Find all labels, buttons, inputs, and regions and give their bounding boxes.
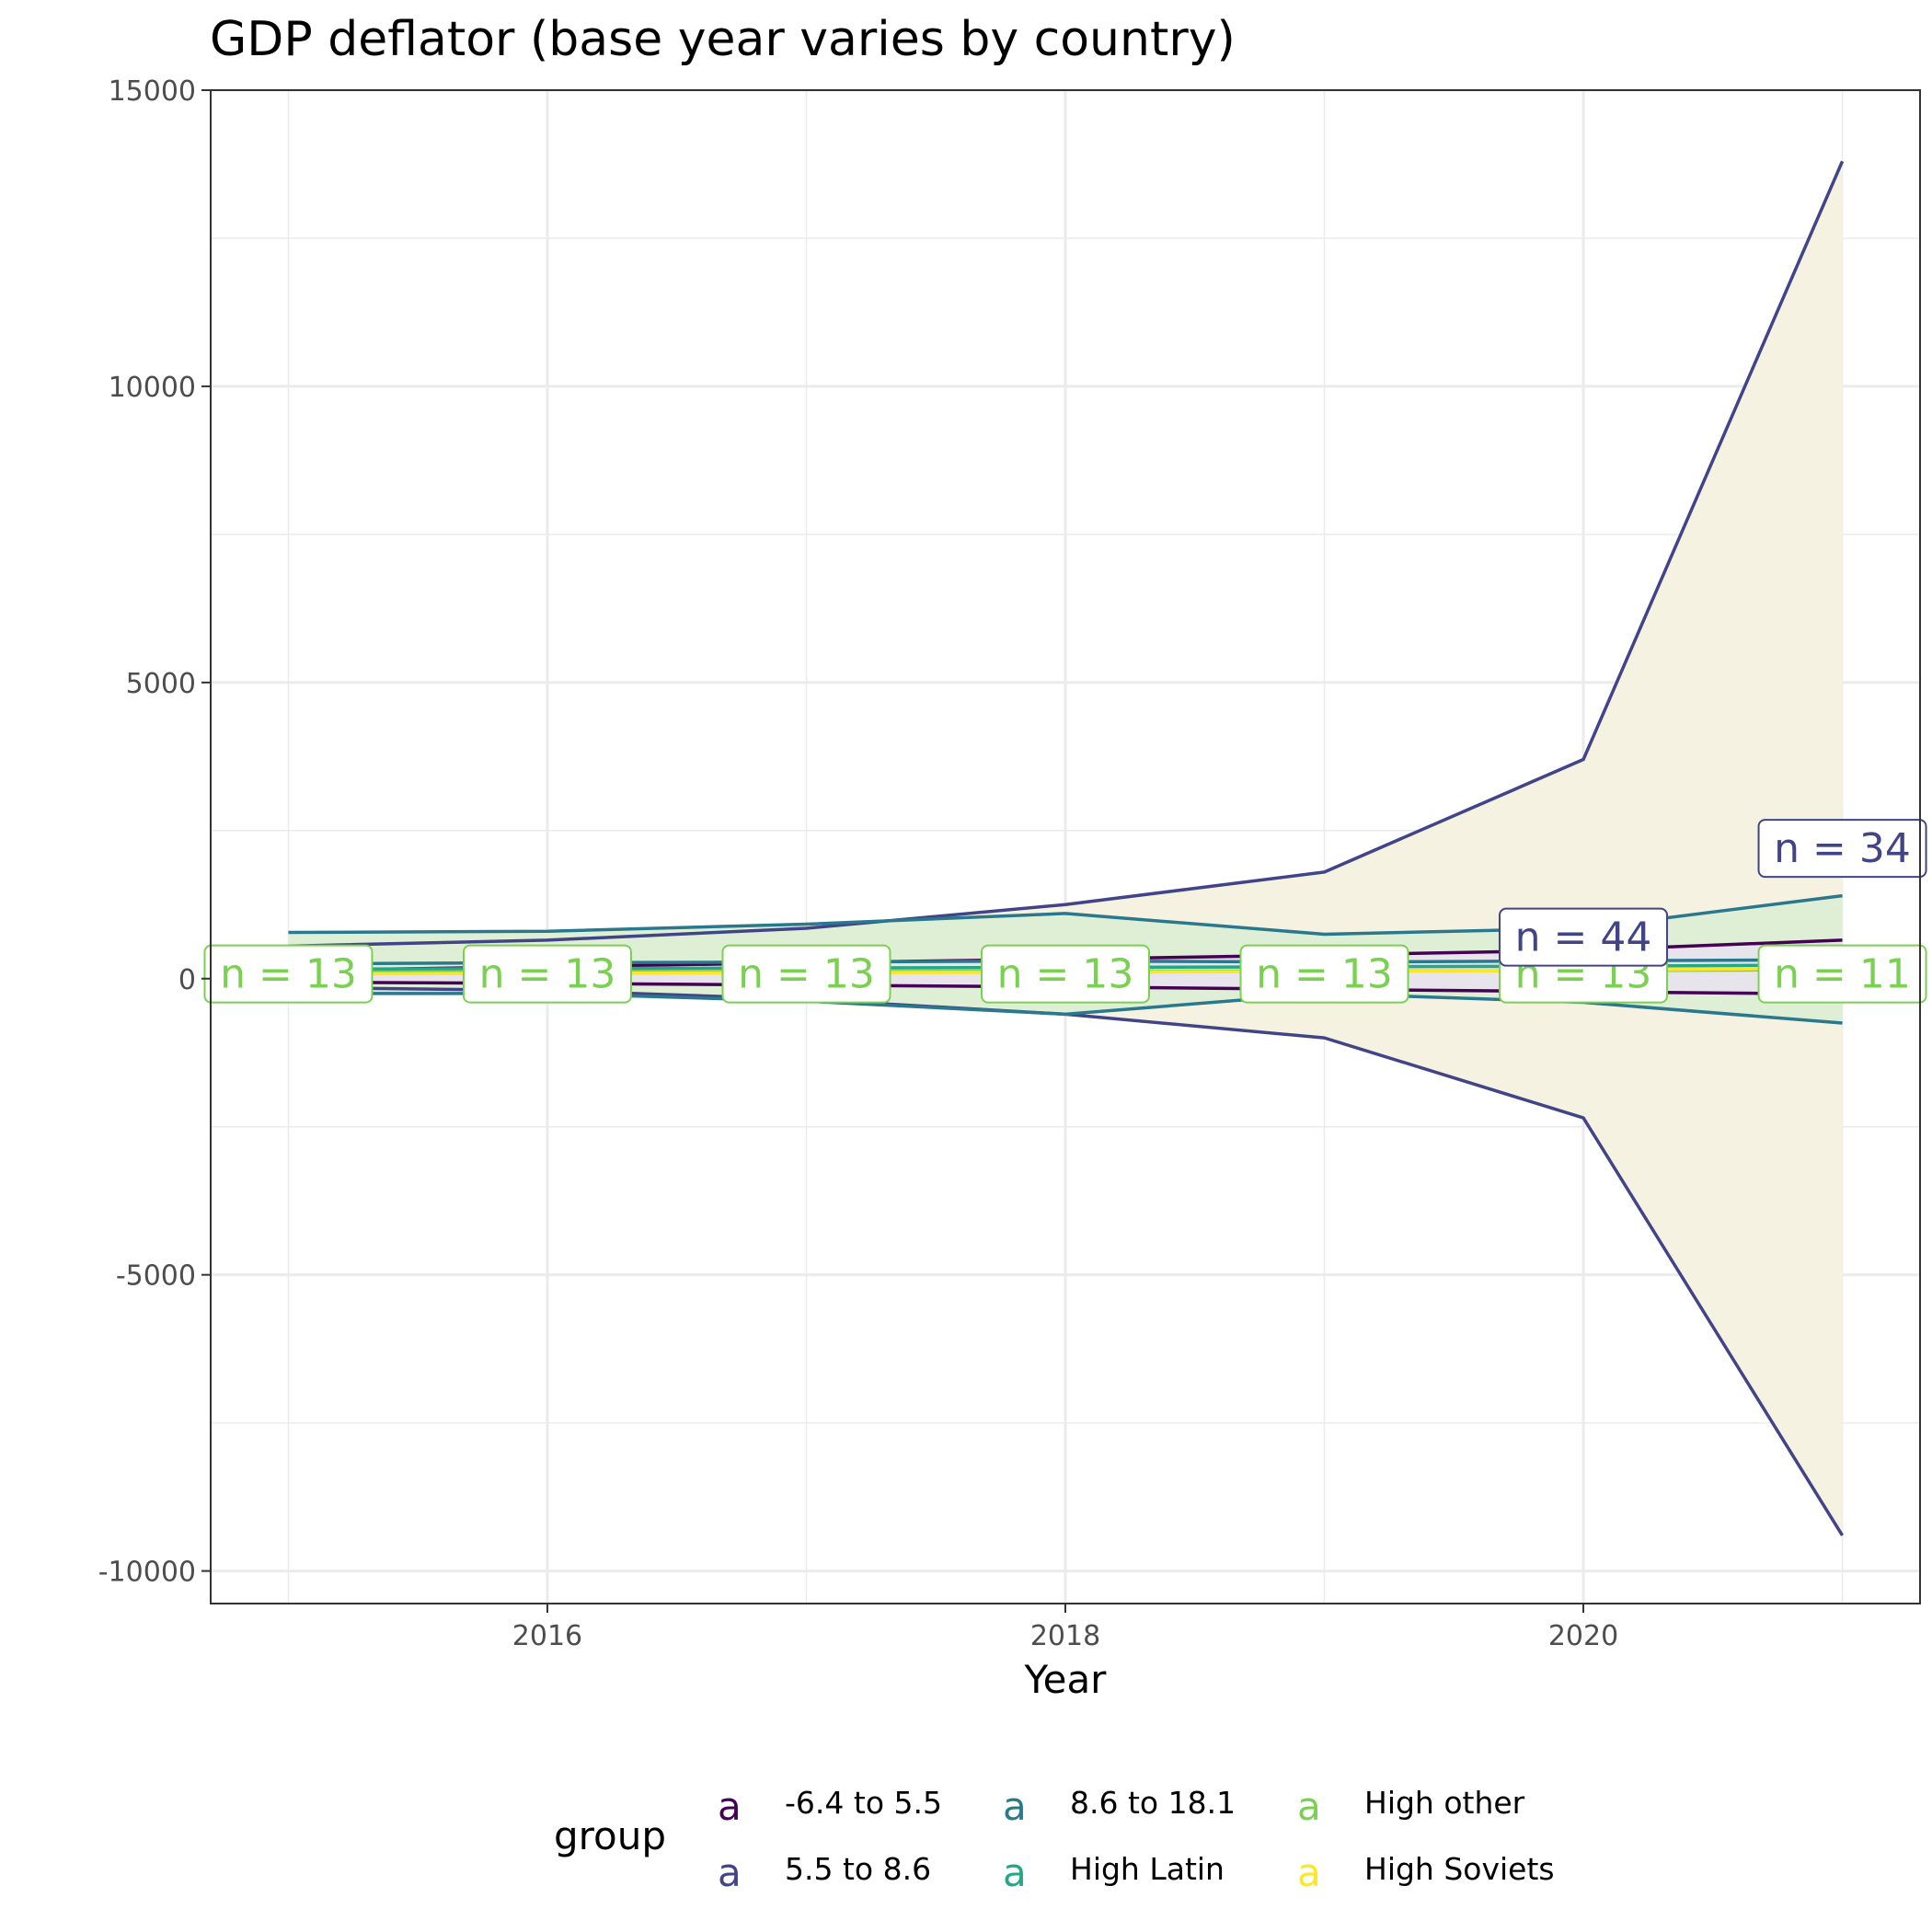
legend-key: a [1003,1850,1027,1895]
ribbon-5-5-to-8-6 [288,161,1843,1535]
x-tick-label: 2016 [512,1620,582,1652]
count-label: n = 13 [203,944,374,1004]
legend-item: a High other [1297,1784,1525,1829]
count-labels: n = 13 n = 13 n = 13 n = 13 n = 13 n = 13 n = … [203,819,1927,1004]
y-tick-label: 10000 [109,372,196,404]
legend-label: High other [1364,1785,1525,1821]
legend-label: 8.6 to 18.1 [1070,1785,1236,1821]
count-label: n = 13 [981,944,1150,1004]
legend-key: a [718,1784,742,1829]
count-label-text: n = 11 [1774,951,1911,998]
y-tick-label: -10000 [98,1557,196,1589]
count-label-text: n = 13 [738,951,875,998]
legend-label: High Soviets [1364,1851,1555,1887]
legend-title: group [554,1813,666,1858]
legend-key: a [1297,1850,1321,1895]
legend-item: a High Latin [1003,1850,1225,1895]
legend-item: a 8.6 to 18.1 [1003,1784,1236,1829]
count-label-box [203,944,374,1004]
legend-item: a 5.5 to 8.6 [718,1850,931,1895]
count-label-box [981,944,1150,1004]
count-label: n = 13 [1239,944,1409,1004]
count-label-box [1757,944,1927,1004]
legend-label: -6.4 to 5.5 [785,1785,942,1821]
x-tick-label: 2020 [1548,1620,1618,1652]
count-label-box [1499,907,1669,967]
count-label: n = 13 [462,944,632,1004]
count-label: n = 11 [1757,944,1927,1004]
count-label-text: n = 13 [997,951,1134,998]
count-label-box [1239,944,1409,1004]
count-label-text: n = 13 [479,951,616,998]
y-tick-label: 0 [178,964,196,996]
count-label-text: n = 13 [1256,951,1393,998]
series-line-5-5-to-8-6-upper [288,160,1845,949]
legend-item: a High Soviets [1297,1850,1555,1895]
count-label: n = 13 [721,944,891,1004]
legend-key: a [1003,1784,1027,1829]
count-label-box [721,944,891,1004]
x-tick-label: 2018 [1030,1620,1100,1652]
x-axis-title: Year [1024,1657,1108,1702]
count-label-text: n = 13 [220,951,357,998]
legend-key: a [1297,1784,1321,1829]
legend: group a -6.4 to 5.5 a 5.5 to 8.6 a 8.6 to 18.… [554,1784,1555,1895]
count-label: n = 44 [1499,907,1669,967]
y-tick-label: 15000 [109,75,196,108]
count-label-box [462,944,632,1004]
count-label-box [1757,819,1927,879]
y-tick-label: 5000 [126,668,196,700]
legend-label: High Latin [1070,1851,1225,1887]
legend-key: a [718,1850,742,1895]
axes: -10000 -5000 0 5000 10000 15000 2016 2018 2020 [98,75,1618,1652]
count-label-text: n = 34 [1774,825,1911,872]
chart-title: GDP deflator (base year varies by countr… [210,12,1236,67]
legend-item: a -6.4 to 5.5 [718,1784,942,1829]
count-label-text: n = 44 [1515,914,1652,961]
legend-label: 5.5 to 8.6 [785,1851,931,1887]
y-tick-label: -5000 [116,1260,196,1293]
count-label: n = 34 [1757,819,1927,879]
